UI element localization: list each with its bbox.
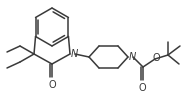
Text: N: N xyxy=(128,52,136,62)
Text: N: N xyxy=(70,49,78,59)
Text: O: O xyxy=(138,83,146,93)
Text: O: O xyxy=(152,53,160,63)
Text: O: O xyxy=(48,80,56,90)
